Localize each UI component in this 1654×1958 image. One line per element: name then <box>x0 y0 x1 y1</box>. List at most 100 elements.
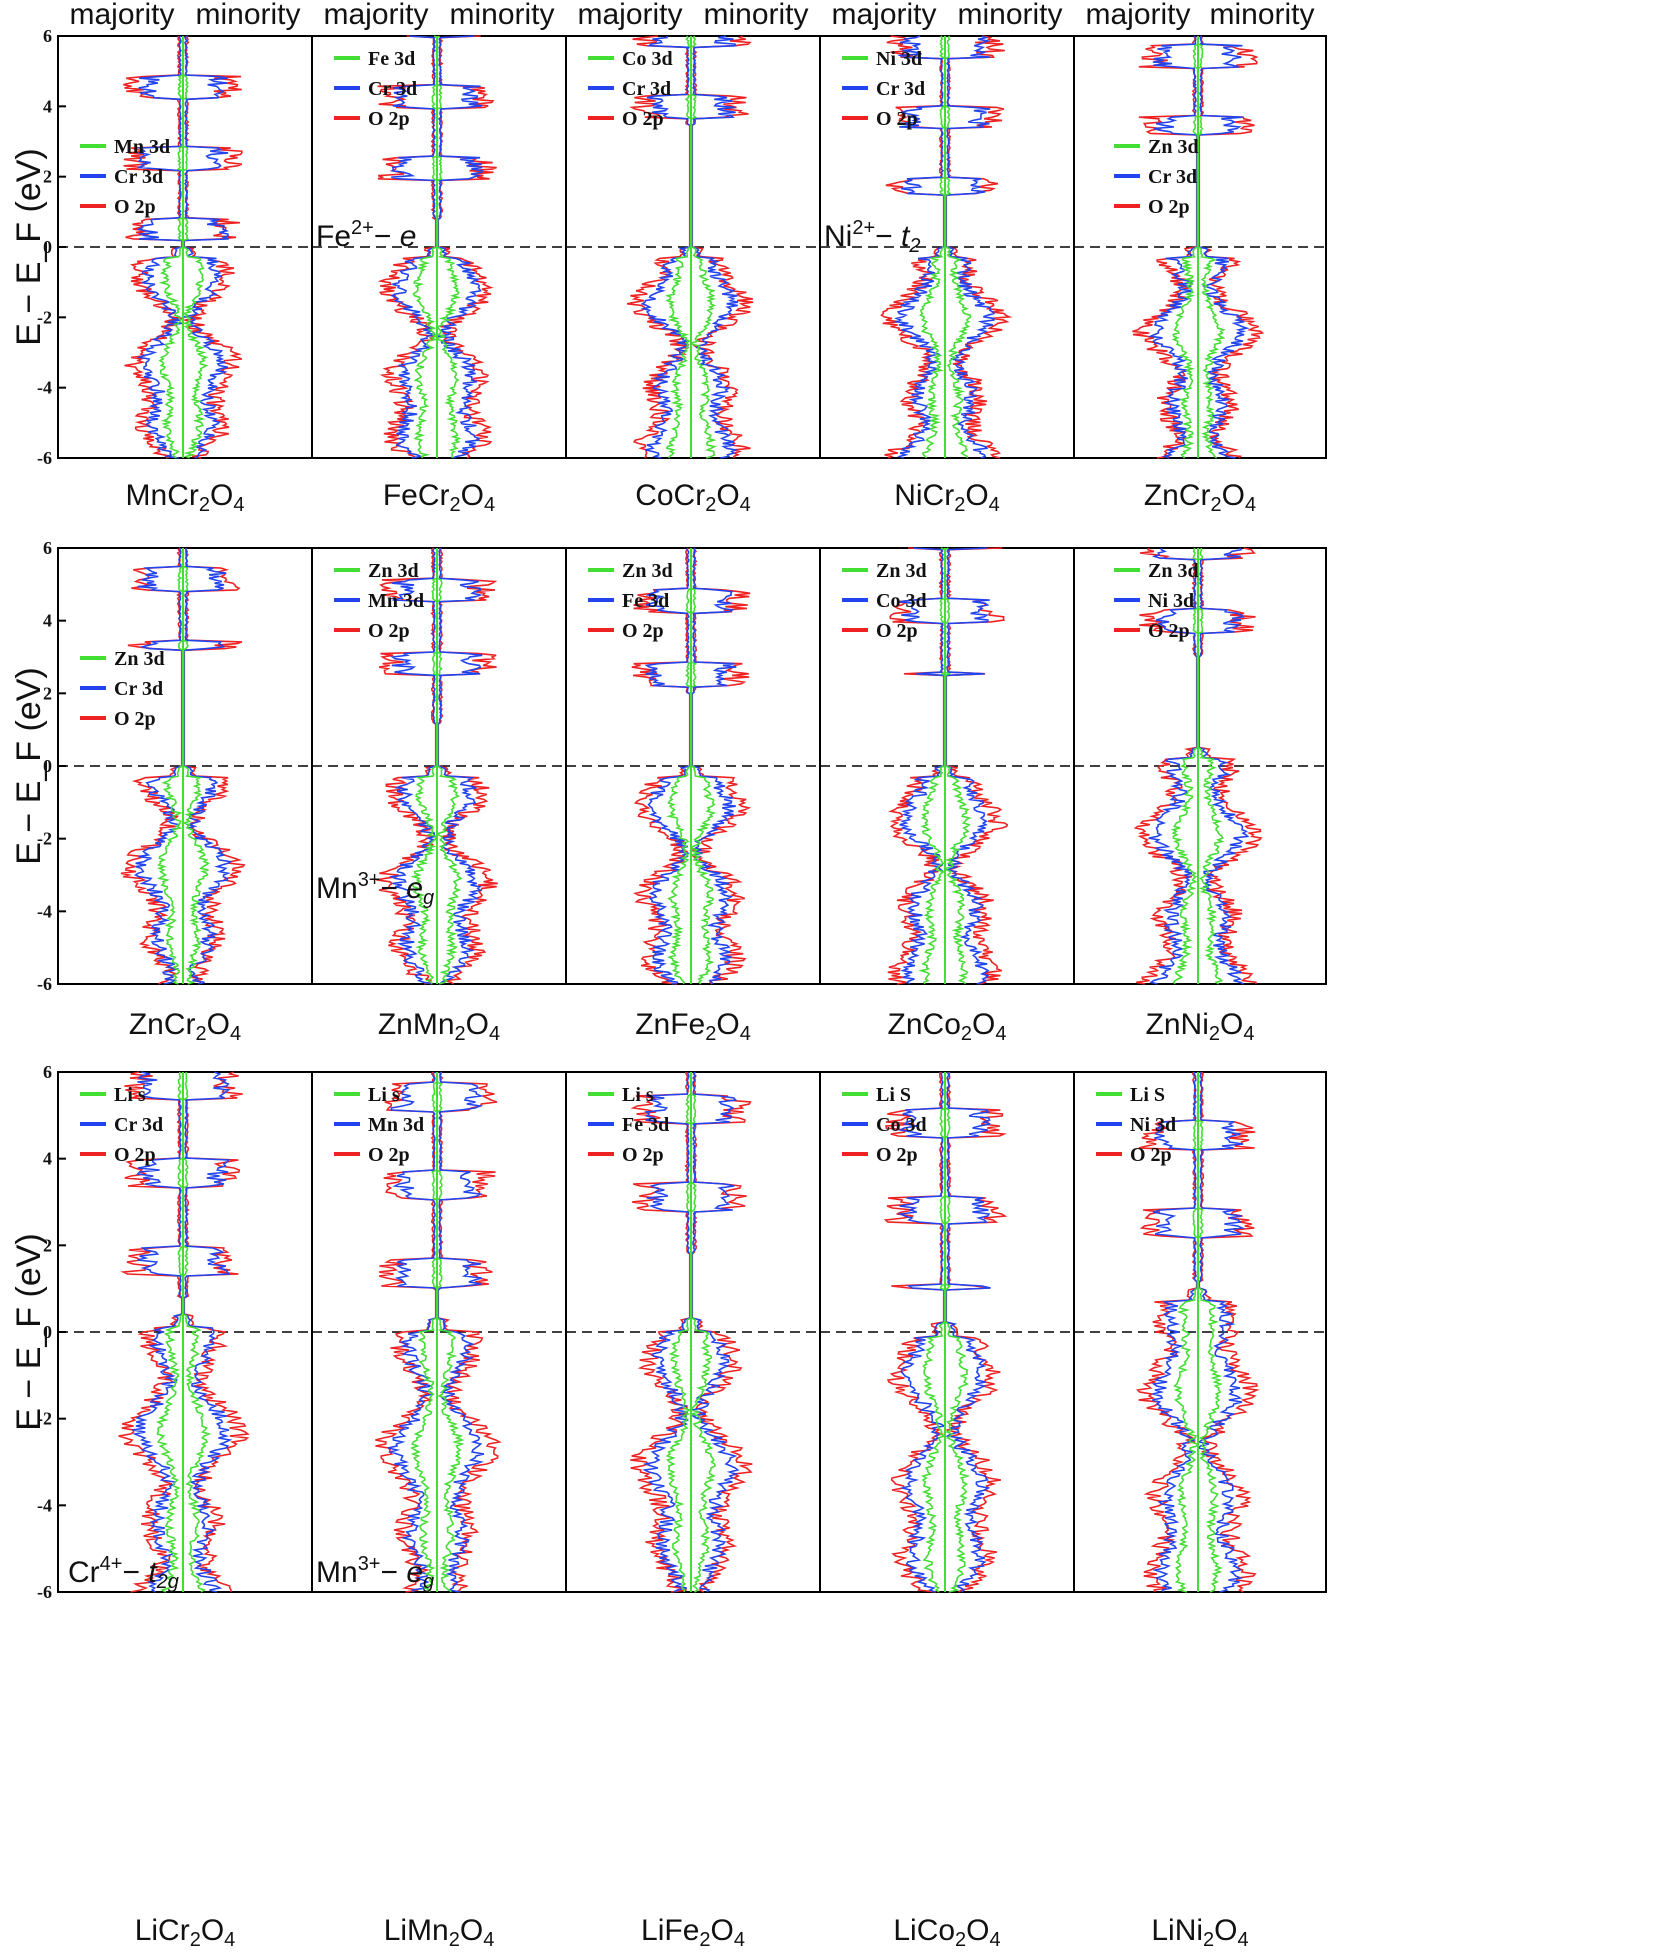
y-tick-label: -6 <box>37 448 52 468</box>
dos-curve-co-3d-majority <box>897 1072 947 1593</box>
y-tick-label: -4 <box>37 378 52 398</box>
dos-panel-ZnCr2O4: Zn 3d Cr 3d O 2p ZnCr2O4 <box>57 547 313 1045</box>
legend-label: Cr 3d <box>114 1114 163 1136</box>
y-tick-label: 2 <box>43 683 52 703</box>
dos-curve-fe-3d-minority <box>690 1071 740 1593</box>
dos-curve-o-2p-minority <box>437 1071 502 1593</box>
header-minority: minority <box>957 0 1062 31</box>
dos-curve-ni-3d-majority <box>1151 1072 1198 1593</box>
legend-label: O 2p <box>114 196 156 218</box>
legend-label: O 2p <box>368 620 410 642</box>
panel-row-2: -6 -4 -2 0 2 4 6 E − E_F (eV) Zn 3d Cr 3d O 2p ZnCr… <box>10 538 1327 1045</box>
compound-label: CoCr2O4 <box>635 479 751 516</box>
legend-label: O 2p <box>114 708 156 730</box>
compound-label: ZnCo2O4 <box>888 1008 1007 1045</box>
legend-label: Mn 3d <box>368 590 424 612</box>
dos-curve-li-s-majority <box>155 1071 184 1593</box>
y-tick-label: 6 <box>43 26 52 46</box>
dos-panel-CoCr2O4: Co 3d Cr 3d O 2p CoCr2O4 <box>565 35 821 516</box>
compound-label: LiFe2O4 <box>641 1914 745 1951</box>
panel-row-1: -6 -4 -2 0 2 4 6 E − E_F (eV) Mn 3d Cr 3d O 2p MnCr… <box>10 26 1327 516</box>
legend-label: Zn 3d <box>1148 560 1199 582</box>
legend-label: Zn 3d <box>114 648 165 670</box>
legend-label: Co 3d <box>622 48 673 70</box>
legend-label: Fe 3d <box>368 48 415 70</box>
compound-label: LiMn2O4 <box>384 1914 495 1951</box>
dos-curve-ni-3d-minority <box>1197 1071 1246 1593</box>
y-tick-label: -6 <box>37 1582 52 1602</box>
dos-panel-LiCr2O4: Li s Cr 3d O 2p Cr4+− t2g LiCr2O4 <box>57 1071 313 1951</box>
compound-label: FeCr2O4 <box>383 479 495 516</box>
y-tick-label: 2 <box>43 167 52 187</box>
header-majority: majority <box>1085 0 1190 31</box>
legend-label: O 2p <box>114 1144 156 1166</box>
dos-curve-o-2p-majority <box>1136 1071 1198 1593</box>
orbital-annotation: Cr4+− t2g <box>68 1553 179 1593</box>
legend-label: O 2p <box>1148 620 1190 642</box>
header-majority: majority <box>69 0 174 31</box>
header-majority: majority <box>323 0 428 31</box>
legend-label: Cr 3d <box>1148 166 1197 188</box>
dos-curve-fe-3d-majority <box>642 1071 691 1593</box>
legend-label: Cr 3d <box>622 78 671 100</box>
dos-panel-LiNi2O4: Li S Ni 3d O 2p LiNi2O4 <box>1073 1071 1327 1951</box>
legend-label: Cr 3d <box>876 78 925 100</box>
dos-curve-zn-3d-majority <box>1170 547 1199 985</box>
dos-panel-ZnCo2O4: Zn 3d Co 3d O 2p ZnCo2O4 <box>819 547 1075 1045</box>
y-tick-label: 6 <box>43 1062 52 1082</box>
dos-curve-cr-3d-majority <box>132 1071 183 1593</box>
legend-label: Li s <box>622 1084 654 1106</box>
compound-label: ZnCr2O4 <box>1144 479 1256 516</box>
legend-label: Zn 3d <box>1148 136 1199 158</box>
dos-panel-ZnMn2O4: Zn 3d Mn 3d O 2p Mn3+− eg ZnMn2O4 <box>311 547 567 1045</box>
legend-label: O 2p <box>876 1144 918 1166</box>
y-tick-label: 4 <box>43 611 52 631</box>
dos-panel-LiMn2O4: Li s Mn 3d O 2p Mn3+− eg LiMn2O4 <box>311 1071 567 1951</box>
header-majority: majority <box>831 0 936 31</box>
y-tick-label: 0 <box>43 756 52 776</box>
dos-curve-co-3d-minority <box>945 1071 991 1593</box>
dos-curve-cr-3d-minority <box>183 1071 233 1593</box>
dos-panel-ZnNi2O4: Zn 3d Ni 3d O 2p ZnNi2O4 <box>1073 547 1327 1045</box>
y-axis-label: E − E_F (eV) <box>10 667 48 864</box>
legend-label: Mn 3d <box>114 136 170 158</box>
y-tick-label: -2 <box>37 1409 52 1429</box>
orbital-annotation: Mn3+− eg <box>316 869 434 909</box>
dos-panel-LiCo2O4: Li S Co 3d O 2p LiCo2O4 <box>819 1071 1075 1951</box>
header-minority: minority <box>703 0 808 31</box>
legend-label: O 2p <box>876 620 918 642</box>
legend-label: Ni 3d <box>876 48 922 70</box>
dos-panel-ZnFe2O4: Zn 3d Fe 3d O 2p ZnFe2O4 <box>565 547 821 1045</box>
legend-label: Fe 3d <box>622 1114 669 1136</box>
legend-label: Zn 3d <box>876 560 927 582</box>
orbital-annotation: Fe2+− e <box>316 217 416 253</box>
dos-curve-ni-3d-minority <box>1198 547 1250 985</box>
y-axis-label: E − E_F (eV) <box>10 148 48 345</box>
legend-label: O 2p <box>622 1144 664 1166</box>
legend-label: Cr 3d <box>114 678 163 700</box>
y-tick-label: -2 <box>37 829 52 849</box>
compound-label: LiCr2O4 <box>135 1914 236 1951</box>
legend-label: O 2p <box>368 108 410 130</box>
legend-label: Zn 3d <box>368 560 419 582</box>
legend-label: Fe 3d <box>622 590 669 612</box>
dos-curve-mn-3d-minority <box>437 1071 485 1593</box>
y-tick-label: 2 <box>43 1235 52 1255</box>
legend-label: Li s <box>114 1084 146 1106</box>
legend-label: Co 3d <box>876 1114 927 1136</box>
legend-label: Zn 3d <box>622 560 673 582</box>
dos-curve-o-2p-majority <box>1133 547 1198 985</box>
dos-curve-o-2p-majority <box>630 1071 691 1593</box>
legend-label: Li s <box>368 1084 400 1106</box>
legend-label: Li S <box>876 1084 911 1106</box>
legend-label: Co 3d <box>876 590 927 612</box>
compound-label: MnCr2O4 <box>126 479 245 516</box>
y-tick-label: 0 <box>43 1322 52 1342</box>
header-majority: majority <box>577 0 682 31</box>
legend-label: O 2p <box>622 620 664 642</box>
y-tick-label: -6 <box>37 974 52 994</box>
dos-panel-FeCr2O4: Fe 3d Cr 3d O 2p Fe2+− e FeCr2O4 <box>311 35 567 516</box>
legend-label: O 2p <box>1130 1144 1172 1166</box>
orbital-annotation: Ni2+− t2 <box>824 217 920 257</box>
